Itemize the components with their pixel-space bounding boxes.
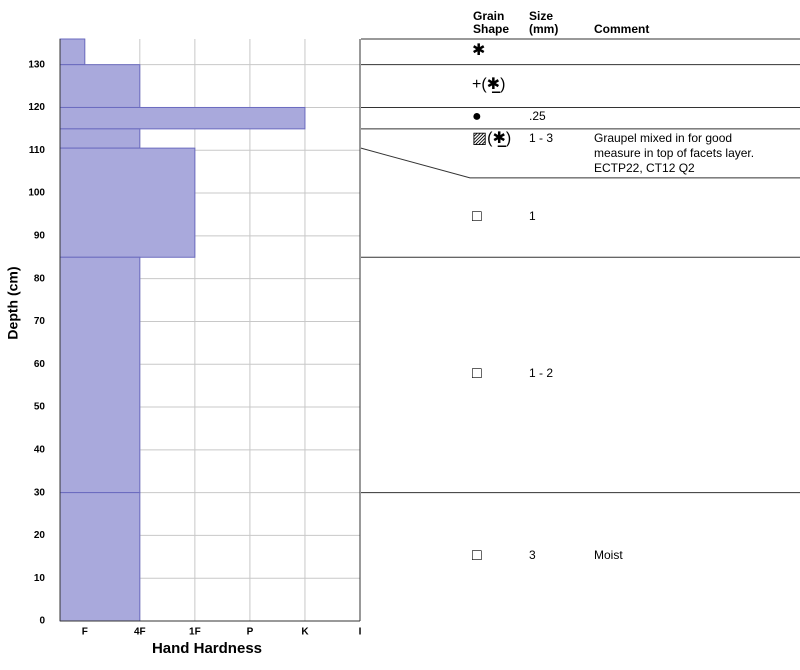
hardness-bar: [59, 38, 86, 66]
y-axis-label: Depth (cm): [5, 266, 21, 339]
y-tick-label: 40: [34, 444, 46, 455]
y-tick-label: 60: [34, 359, 46, 370]
x-tick-label: F: [82, 627, 88, 638]
x-tick-label: 1F: [189, 627, 201, 638]
grain-shape: □: [472, 207, 482, 225]
x-axis-label: Hand Hardness: [152, 640, 262, 657]
layer-boundary: [360, 147, 800, 179]
hardness-bar: [59, 147, 196, 258]
grain-shape: □: [472, 364, 482, 382]
grain-shape: +(✱̲): [472, 76, 506, 94]
column-header: Comment: [594, 22, 650, 36]
hardness-bar: [59, 128, 141, 149]
column-header: Size (mm): [529, 9, 559, 36]
y-tick-label: 50: [34, 402, 46, 413]
grain-shape: ✱: [472, 41, 486, 59]
grain-size: 1 - 3: [529, 130, 554, 145]
hardness-bar: [59, 492, 141, 622]
y-tick-label: 110: [29, 145, 46, 156]
y-tick-label: 10: [34, 573, 46, 584]
grain-shape: ●: [472, 108, 482, 126]
comment: Graupel mixed in for good measure in top…: [594, 130, 755, 175]
column-header: Grain Shape: [473, 9, 510, 36]
hardness-bar: [59, 64, 141, 108]
grain-size: 1: [529, 208, 536, 223]
y-tick-label: 30: [34, 487, 46, 498]
hardness-bar: [59, 106, 306, 130]
y-tick-label: 70: [34, 316, 46, 327]
grain-size: .25: [529, 109, 546, 124]
x-tick-label: 4F: [134, 627, 146, 638]
y-tick-label: 120: [28, 102, 45, 113]
y-tick-label: 20: [34, 530, 46, 541]
y-tick-label: 100: [28, 188, 45, 199]
grain-size: 1 - 2: [529, 365, 554, 380]
comment: Moist: [594, 547, 623, 562]
grain-size: 3: [529, 547, 536, 562]
grain-shape: □: [472, 546, 482, 564]
y-tick-label: 130: [28, 59, 45, 70]
x-tick-label: I: [359, 627, 362, 638]
x-tick-label: K: [301, 627, 309, 638]
y-tick-label: 80: [34, 273, 46, 284]
y-tick-label: 90: [34, 230, 46, 241]
grain-shape: ▨(✱̲): [472, 129, 512, 147]
y-tick-label: 0: [39, 616, 45, 627]
x-tick-label: P: [247, 627, 254, 638]
hardness-bar: [59, 256, 141, 494]
